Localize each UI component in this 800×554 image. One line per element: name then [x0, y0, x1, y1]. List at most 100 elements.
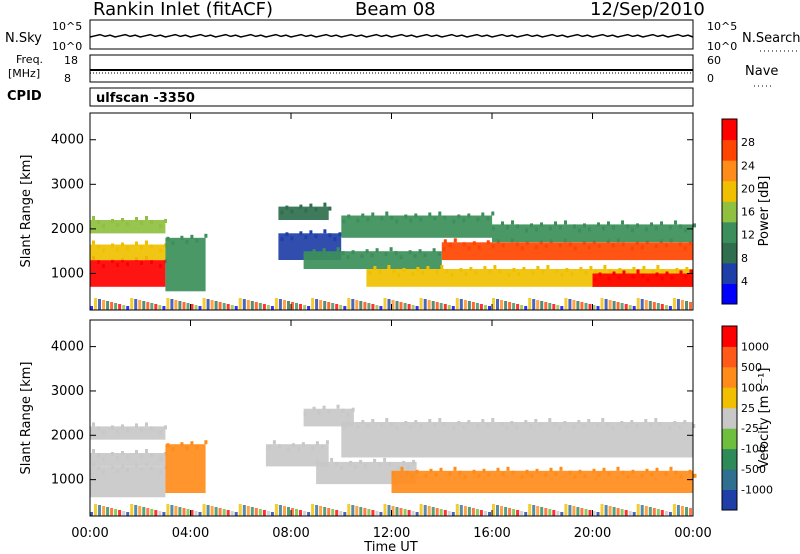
velocity-region-texture — [371, 419, 375, 423]
power-near-range-noise — [343, 306, 347, 310]
power-near-range-noise — [532, 299, 536, 310]
y-tick-label: 2000 — [51, 428, 84, 443]
velocity-near-range-noise — [262, 510, 266, 516]
velocity-near-range-noise — [154, 510, 158, 516]
power-region-texture — [438, 211, 442, 216]
velocity-near-range-noise — [656, 509, 660, 516]
velocity-near-range-noise — [588, 510, 592, 516]
power-region-texture — [560, 273, 564, 277]
power-region-texture — [678, 242, 682, 247]
velocity-near-range-noise — [676, 505, 680, 516]
power-near-range-noise — [528, 298, 532, 310]
power-near-range-noise — [492, 298, 495, 310]
velocity-near-range-noise — [178, 507, 182, 516]
nsearch-label: N.Search — [742, 31, 800, 46]
velocity-region-texture — [453, 466, 457, 471]
velocity-near-range-noise — [580, 508, 584, 516]
power-region-texture — [314, 207, 318, 212]
power-near-range-noise — [672, 298, 676, 310]
power-region-texture — [450, 273, 454, 277]
power-near-range-noise — [307, 306, 311, 310]
power-near-range-noise — [295, 303, 298, 310]
velocity-near-range-noise — [90, 512, 93, 516]
power-region-texture — [140, 245, 143, 250]
colorbar-swatch — [722, 180, 737, 202]
power-region-texture — [404, 214, 408, 219]
power-near-range-noise — [640, 299, 644, 310]
power-region-texture — [602, 226, 605, 231]
velocity-region-texture — [400, 466, 404, 471]
power-near-range-noise — [283, 300, 286, 310]
colorbar-swatch — [722, 139, 737, 161]
colorbar-swatch — [722, 283, 737, 305]
power-near-range-noise — [375, 305, 379, 310]
power-near-range-noise — [335, 304, 339, 310]
power-region-texture — [414, 213, 418, 218]
power-region-texture — [684, 274, 688, 279]
power-region-texture — [432, 248, 436, 253]
colorbar-swatch — [722, 387, 737, 409]
colorbar-tick-label: 28 — [741, 136, 755, 149]
power-region-texture — [111, 259, 114, 264]
power-region-texture — [204, 233, 208, 238]
velocity-near-range-noise — [576, 507, 580, 516]
x-tick-label: 00:00 — [674, 526, 711, 541]
velocity-near-range-noise — [274, 504, 278, 516]
velocity-near-range-noise — [668, 512, 672, 516]
power-near-range-noise — [568, 299, 572, 310]
power-region-texture — [636, 223, 639, 228]
power-region-texture — [693, 223, 696, 228]
power-region-texture — [150, 244, 153, 249]
power-near-range-noise — [154, 304, 158, 310]
date-title: 12/Sep/2010 — [590, 0, 705, 20]
freq-tick-bottom: 8 — [64, 72, 71, 85]
power-near-range-noise — [484, 305, 487, 310]
power-region-texture — [476, 217, 480, 222]
y-tick-label: 4000 — [51, 133, 84, 148]
power-region-texture — [540, 222, 543, 227]
velocity-region-texture — [674, 470, 678, 475]
velocity-near-range-noise — [339, 511, 343, 516]
velocity-region-texture — [407, 464, 411, 469]
power-region-texture — [535, 227, 538, 232]
power-near-range-noise — [102, 300, 106, 310]
power-region-texture — [150, 220, 153, 224]
power-region-texture — [97, 260, 100, 265]
velocity-near-range-noise — [94, 504, 97, 516]
power-region-texture — [622, 270, 626, 275]
power-region-texture — [435, 270, 439, 274]
velocity-region-texture — [204, 440, 208, 445]
power-region-texture — [323, 202, 327, 207]
power-near-range-noise — [536, 300, 540, 310]
velocity-region-texture — [195, 445, 199, 450]
velocity-near-range-noise — [604, 505, 608, 516]
colorbar-tick-label: -25 — [741, 422, 759, 435]
power-region-1 — [90, 244, 166, 261]
power-near-range-noise — [226, 304, 230, 310]
velocity-near-range-noise — [102, 506, 106, 516]
velocity-near-range-noise — [660, 510, 664, 516]
power-region-texture — [664, 243, 668, 248]
power-region-texture — [366, 217, 370, 222]
velocity-region-texture — [577, 420, 581, 424]
power-near-range-noise — [323, 301, 327, 310]
velocity-near-range-noise — [439, 509, 443, 516]
power-region-6 — [303, 251, 442, 269]
velocity-region-texture — [140, 467, 143, 472]
velocity-region-texture — [558, 426, 562, 430]
velocity-region-texture — [496, 467, 500, 472]
velocity-near-range-noise — [218, 508, 222, 516]
velocity-region-texture — [361, 420, 365, 424]
velocity-region-texture — [616, 466, 620, 471]
velocity-near-range-noise — [266, 511, 270, 516]
velocity-region-texture — [116, 456, 119, 460]
power-region-texture — [341, 251, 345, 256]
velocity-region-texture — [505, 426, 509, 430]
velocity-region-texture — [559, 466, 563, 471]
velocity-region-texture — [433, 423, 437, 427]
velocity-region-texture — [341, 408, 345, 413]
velocity-region-texture — [340, 465, 344, 470]
power-near-range-noise — [447, 305, 451, 310]
velocity-near-range-noise — [664, 511, 668, 516]
power-region-texture — [579, 267, 583, 271]
